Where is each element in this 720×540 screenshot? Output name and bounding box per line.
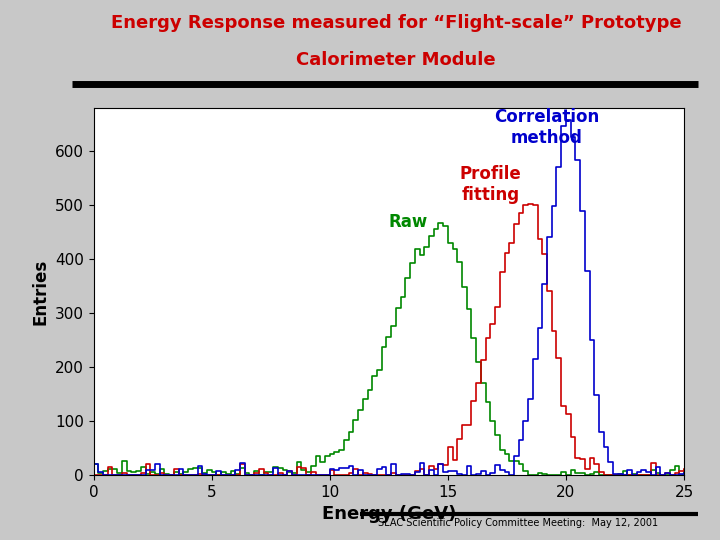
Text: Raw: Raw — [389, 213, 428, 231]
X-axis label: Energy (GeV): Energy (GeV) — [322, 505, 456, 523]
Text: Profile
fitting: Profile fitting — [459, 165, 521, 204]
Text: Energy Response measured for “Flight-scale” Prototype: Energy Response measured for “Flight-sca… — [111, 14, 681, 31]
Text: Correlation
method: Correlation method — [495, 109, 600, 147]
Y-axis label: Entries: Entries — [32, 259, 50, 325]
Text: Calorimeter Module: Calorimeter Module — [296, 51, 496, 69]
Text: SLAC Scientific Policy Committee Meeting:  May 12, 2001: SLAC Scientific Policy Committee Meeting… — [378, 518, 659, 528]
